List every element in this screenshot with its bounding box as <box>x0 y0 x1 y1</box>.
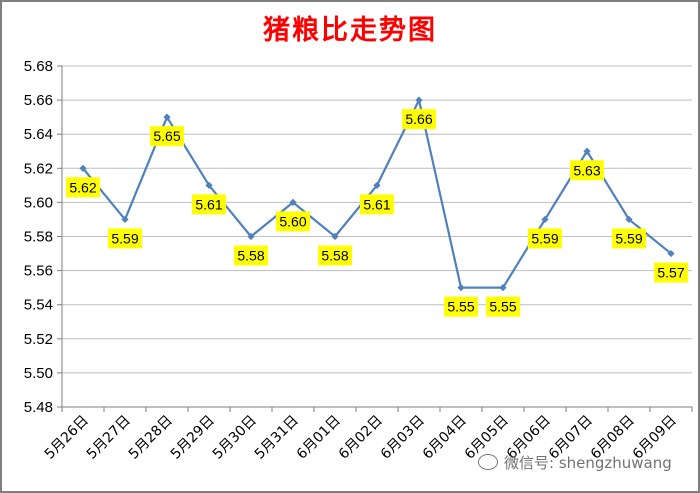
data-label-bg <box>444 296 478 317</box>
data-label: 5.59 <box>531 230 558 246</box>
y-tick-label: 5.52 <box>24 331 53 348</box>
data-label-bg <box>318 245 352 266</box>
data-label-bg <box>528 228 562 249</box>
x-tick-label: 5月26日 <box>42 413 92 463</box>
data-label-bg <box>654 262 688 283</box>
data-label: 5.55 <box>489 299 516 315</box>
data-point-layer <box>79 96 675 292</box>
data-label-bg <box>486 296 520 317</box>
data-point <box>499 284 507 292</box>
data-point <box>415 96 423 104</box>
data-label: 5.58 <box>237 248 264 264</box>
data-label: 5.58 <box>321 248 348 264</box>
y-tick-label: 5.54 <box>24 297 53 314</box>
x-tick-label: 6月02日 <box>336 413 386 463</box>
y-tick-label: 5.48 <box>24 399 53 416</box>
y-tick-label: 5.64 <box>24 126 53 143</box>
data-label: 5.63 <box>573 162 600 178</box>
x-tick-label: 6月04日 <box>420 413 470 463</box>
watermark: 微信号: shengzhuwang <box>478 452 688 476</box>
data-label: 5.61 <box>363 196 390 212</box>
data-label-bg <box>276 211 310 232</box>
data-label: 5.57 <box>657 265 684 281</box>
data-label: 5.59 <box>615 230 642 246</box>
data-label-bg <box>234 245 268 266</box>
x-tick-label: 6月03日 <box>378 413 428 463</box>
x-tick-label: 5月31日 <box>252 413 302 463</box>
y-tick-label: 5.68 <box>24 58 53 75</box>
data-label-bg <box>612 228 646 249</box>
data-label-bg <box>570 160 604 181</box>
data-point <box>457 284 465 292</box>
data-point <box>121 215 129 224</box>
x-tick-label: 5月30日 <box>210 413 260 463</box>
x-tick-label: 5月29日 <box>168 413 218 463</box>
data-point <box>667 249 675 258</box>
data-label: 5.60 <box>279 213 306 229</box>
data-point <box>205 181 213 189</box>
data-label: 5.59 <box>111 230 138 246</box>
data-point <box>541 215 549 224</box>
data-label-layer: 5.62 5.59 5.65 5.61 5.58 5.60 5.58 5.61 5.66 5.55… <box>66 109 688 317</box>
data-label: 5.55 <box>447 299 474 315</box>
data-point <box>79 164 87 172</box>
wechat-icon <box>478 454 498 470</box>
data-point <box>331 232 339 241</box>
data-label-bg <box>192 194 226 215</box>
data-point <box>247 232 255 241</box>
data-label: 5.65 <box>153 128 180 144</box>
data-point <box>583 147 591 155</box>
axis-layer: 5.48 5.50 5.52 5.54 5.56 5.58 5.60 5.62 5.64 5.66… <box>24 58 693 416</box>
y-tick-label: 5.50 <box>24 365 53 382</box>
data-point <box>289 198 297 206</box>
data-label-bg <box>108 228 142 249</box>
data-label-bg <box>402 109 436 130</box>
x-tick-label: 5月28日 <box>126 413 176 463</box>
y-tick-label: 5.56 <box>24 263 53 280</box>
y-tick-label: 5.62 <box>24 160 53 177</box>
data-label-bg <box>66 177 100 198</box>
x-tick-label: 6月01日 <box>294 413 344 463</box>
y-tick-label: 5.60 <box>24 194 53 211</box>
data-label: 5.66 <box>405 111 432 127</box>
y-tick-label: 5.66 <box>24 92 53 109</box>
y-tick-label: 5.58 <box>24 229 53 246</box>
data-point <box>163 113 171 121</box>
chart-title: 猪粮比走势图 <box>263 15 437 46</box>
data-label-bg <box>150 126 184 147</box>
data-point <box>373 181 381 189</box>
data-label-bg <box>360 194 394 215</box>
grid-layer <box>62 65 692 408</box>
data-point <box>625 215 633 224</box>
watermark-text: 微信号: shengzhuwang <box>504 454 672 472</box>
data-label: 5.61 <box>195 196 222 212</box>
x-tick-label: 5月27日 <box>84 413 134 463</box>
data-label: 5.62 <box>69 179 96 195</box>
